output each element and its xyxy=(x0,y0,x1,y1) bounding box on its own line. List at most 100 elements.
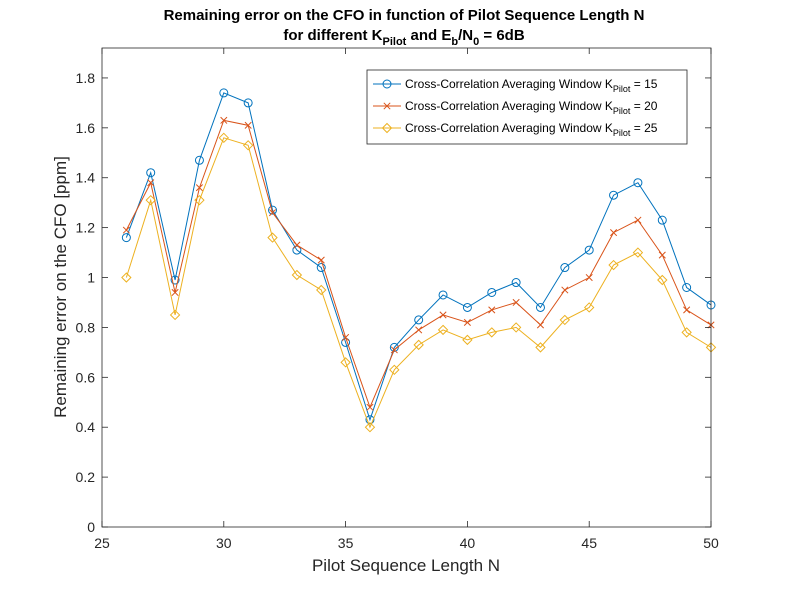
series-3-point xyxy=(145,194,156,206)
series-3-point xyxy=(510,322,522,333)
series-2-point xyxy=(268,209,277,217)
series-3-point xyxy=(316,284,327,296)
x-tick-label: 45 xyxy=(581,535,597,551)
x-tick-label: 35 xyxy=(338,535,354,551)
x-tick-label: 50 xyxy=(703,535,719,551)
legend: Cross-Correlation Averaging Window KPilo… xyxy=(366,69,688,145)
series-3-point xyxy=(632,247,644,258)
y-tick-label: 0.4 xyxy=(76,419,96,435)
series-3-point xyxy=(389,364,400,376)
series-1-point xyxy=(316,263,326,273)
series-2-point xyxy=(585,273,593,282)
series-2-point xyxy=(463,318,471,326)
legend-swatch-marker-3 xyxy=(381,122,393,134)
series-3-point xyxy=(462,334,473,346)
series-2-point xyxy=(488,306,496,314)
series-3-point xyxy=(291,269,303,281)
series-line-3 xyxy=(125,137,712,429)
series-2-point xyxy=(220,116,228,124)
series-2-point xyxy=(171,288,179,297)
series-2-point xyxy=(683,306,691,314)
y-tick-label: 0.6 xyxy=(76,369,96,385)
series-3-point xyxy=(218,132,230,144)
series-3-point xyxy=(364,422,376,433)
series-1-point xyxy=(633,178,643,188)
series-3-point xyxy=(242,140,254,151)
series-3-point xyxy=(559,314,571,326)
series-2-point xyxy=(342,333,350,341)
tick-labels: 25 30 35 40 45 50 0 0.2 0.4 0.6 0.8 1 1.2 1.4 1.6 1.8 xyxy=(76,70,719,551)
y-tick-label: 1.8 xyxy=(76,70,96,86)
legend-entry-1: Cross-Correlation Averaging Window KPilo… xyxy=(405,77,658,94)
series-2-point xyxy=(390,346,398,354)
series-1-point xyxy=(438,290,448,300)
series-line-1 xyxy=(125,92,712,422)
series-3-point xyxy=(413,339,424,351)
legend-box xyxy=(366,69,688,145)
series-3-point xyxy=(486,327,497,338)
series-2-point xyxy=(415,326,423,334)
series-1-point xyxy=(535,302,545,312)
series-2-point xyxy=(658,251,666,259)
series-1-point xyxy=(414,315,424,325)
chart-title-line-2: for different KPilot and Eb/N0 = 6dB xyxy=(283,27,524,48)
series-2-point xyxy=(195,184,203,192)
series-1-point xyxy=(121,233,131,243)
series-1-point xyxy=(292,245,302,255)
series-1-point xyxy=(487,287,497,297)
legend-entry-3: Cross-Correlation Averaging Window KPilo… xyxy=(405,121,658,138)
series-3-point xyxy=(657,274,668,286)
series-3-point xyxy=(267,232,278,243)
x-tick-label: 25 xyxy=(94,535,110,551)
series-2-point xyxy=(634,216,642,224)
series-1-point xyxy=(389,342,399,352)
legend-swatch-marker-1 xyxy=(382,79,392,89)
series-2-point xyxy=(561,286,569,294)
series-2-point xyxy=(512,298,520,307)
series-1-point xyxy=(219,88,229,98)
x-axis-label: Pilot Sequence Length N xyxy=(312,556,500,575)
series-2-point xyxy=(366,403,374,411)
series-3-point xyxy=(121,272,132,283)
series-3-point xyxy=(340,357,351,368)
chart-title-line-1: Remaining error on the CFO in function o… xyxy=(164,7,645,24)
series-1-point xyxy=(462,302,472,312)
series-2-point xyxy=(122,226,130,234)
series-layer xyxy=(121,88,717,433)
series-2-point xyxy=(293,241,301,249)
series-3-point xyxy=(583,302,595,313)
y-tick-label: 0.2 xyxy=(76,469,96,485)
y-axis-label: Remaining error on the CFO [ppm] xyxy=(51,156,70,418)
y-tick-label: 1 xyxy=(87,270,95,286)
series-3-point xyxy=(194,194,205,206)
series-1-point xyxy=(609,190,619,200)
y-tick-label: 1.4 xyxy=(76,170,96,186)
series-1-point xyxy=(170,275,180,285)
series-3-point xyxy=(169,309,181,321)
series-1-point xyxy=(268,205,278,215)
y-tick-label: 1.2 xyxy=(76,220,96,236)
series-2-point xyxy=(439,311,447,319)
series-3-point xyxy=(437,324,449,336)
series-1-point xyxy=(682,283,692,292)
series-1-point xyxy=(511,278,521,288)
series-3-point xyxy=(608,259,619,271)
y-tick-label: 0 xyxy=(87,519,95,535)
series-2-point xyxy=(610,229,618,237)
series-1-point xyxy=(194,155,204,165)
series-1-point xyxy=(560,263,570,273)
legend-entry-2: Cross-Correlation Averaging Window KPilo… xyxy=(405,99,658,116)
series-1-point xyxy=(584,245,594,255)
legend-swatch-marker-2 xyxy=(383,102,391,110)
y-tick-label: 1.6 xyxy=(76,120,96,136)
axes xyxy=(101,47,712,528)
series-2-point xyxy=(536,321,545,329)
series-2-point xyxy=(147,179,155,187)
y-tick-label: 0.8 xyxy=(76,319,96,335)
x-tick-label: 30 xyxy=(216,535,232,551)
series-1-point xyxy=(657,215,667,225)
series-1-point xyxy=(146,168,156,178)
series-3-point xyxy=(535,342,546,353)
series-2-point xyxy=(317,256,325,264)
x-tick-label: 40 xyxy=(460,535,476,551)
